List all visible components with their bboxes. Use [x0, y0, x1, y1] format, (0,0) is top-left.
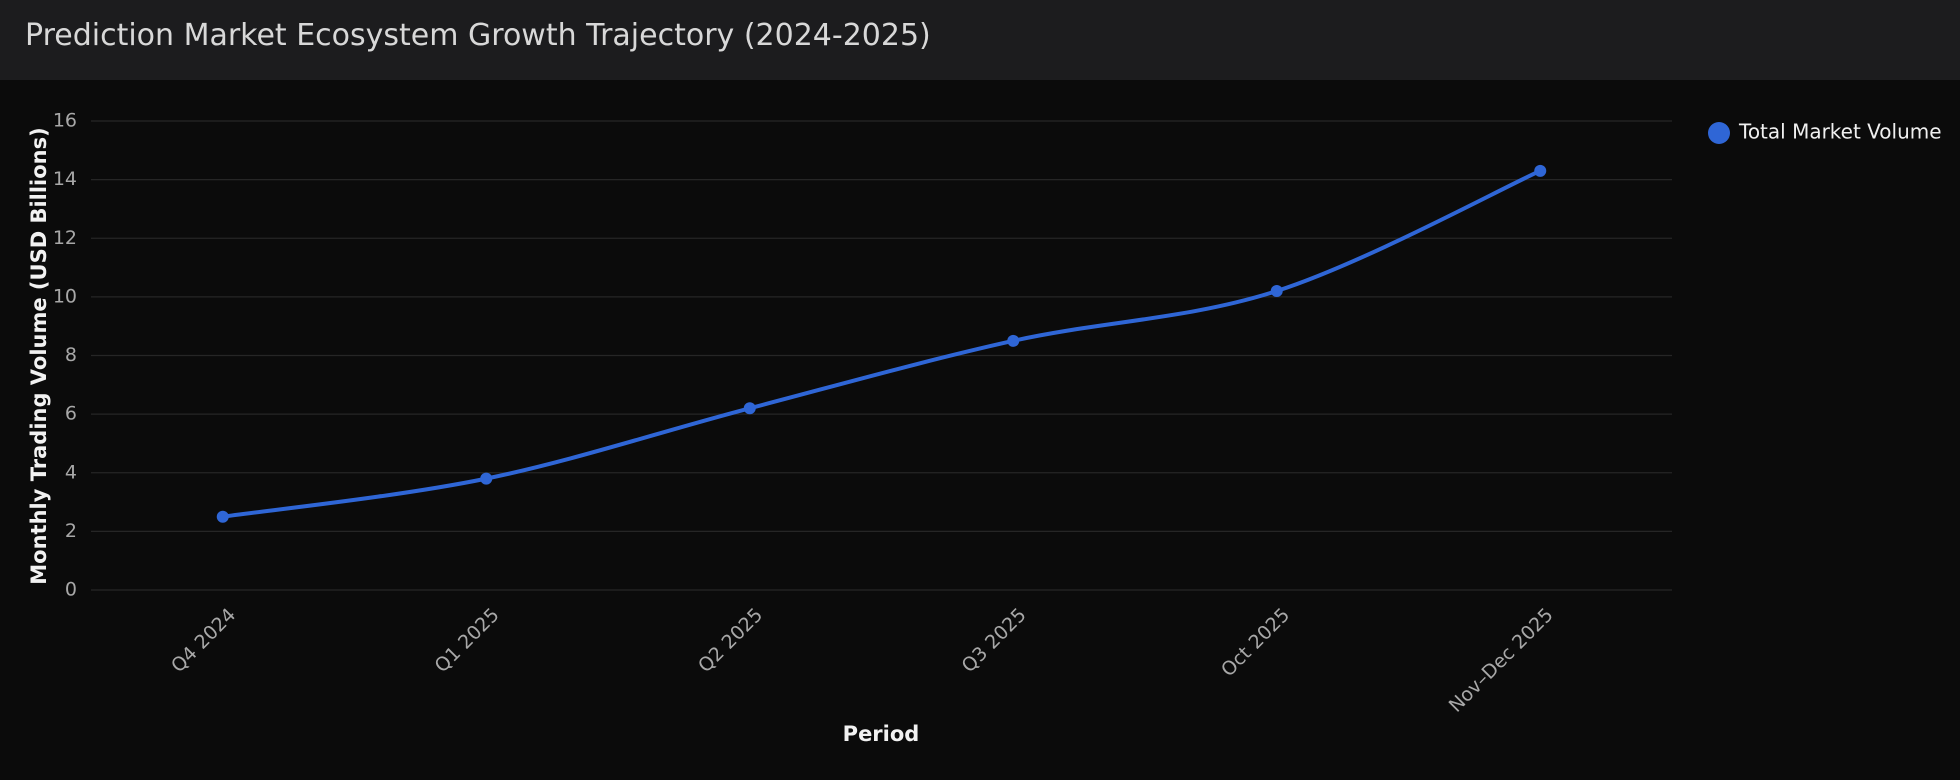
- x-tick-label: Q1 2025: [431, 604, 504, 677]
- y-tick-label: 6: [65, 403, 77, 425]
- data-point: [1534, 164, 1547, 177]
- y-tick-label: 14: [53, 168, 77, 190]
- data-point: [1270, 285, 1283, 298]
- x-tick-label: Q4 2024: [167, 604, 240, 677]
- y-tick-label: 12: [53, 227, 77, 249]
- legend-label: Total Market Volume: [1738, 120, 1942, 144]
- y-tick-label: 4: [65, 461, 77, 483]
- x-tick-label: Q2 2025: [694, 604, 767, 677]
- y-tick-label: 10: [53, 285, 77, 307]
- y-axis-title: Monthly Trading Volume (USD Billions): [27, 127, 51, 584]
- legend-marker: [1708, 122, 1730, 144]
- x-tick-label: Oct 2025: [1217, 604, 1294, 681]
- data-point: [743, 402, 756, 415]
- x-tick-label: Nov–Dec 2025: [1445, 604, 1558, 717]
- data-point: [216, 510, 229, 523]
- y-tick-label: 0: [65, 579, 77, 601]
- header: Prediction Market Ecosystem Growth Traje…: [0, 0, 1960, 80]
- x-tick-label: Q3 2025: [958, 604, 1031, 677]
- data-point: [480, 472, 493, 485]
- x-axis-title: Period: [843, 722, 920, 746]
- chart-title: Prediction Market Ecosystem Growth Traje…: [25, 18, 931, 53]
- y-tick-label: 8: [65, 344, 77, 366]
- data-point: [1007, 334, 1020, 347]
- y-tick-label: 16: [53, 110, 77, 132]
- series-line: [222, 169, 1542, 519]
- y-tick-label: 2: [65, 520, 77, 542]
